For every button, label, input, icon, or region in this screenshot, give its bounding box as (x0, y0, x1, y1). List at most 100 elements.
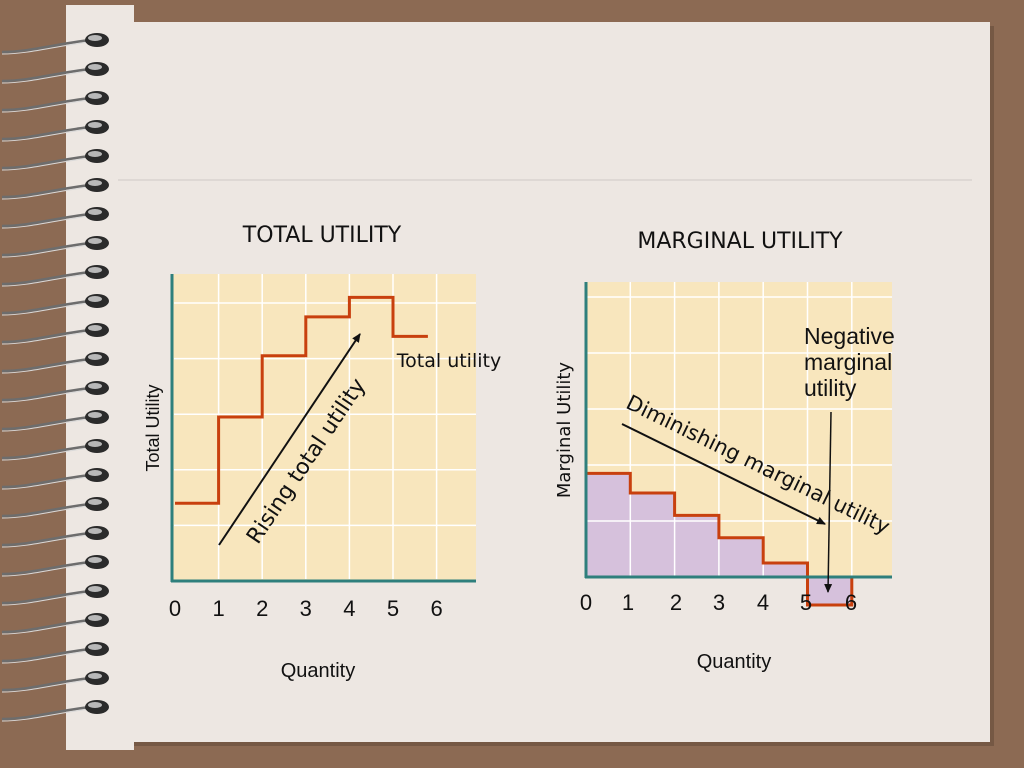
chart-title: MARGINAL UTILITY (637, 229, 843, 254)
spiral-ring (1, 270, 91, 286)
spiral-hole-highlight (88, 615, 102, 621)
x-axis-label: Quantity (697, 651, 771, 673)
spiral-hole-highlight (88, 673, 102, 679)
spiral-ring (1, 125, 91, 141)
spiral-ring-highlight (1, 273, 91, 287)
spiral-ring (1, 154, 91, 170)
spiral-ring (1, 241, 91, 257)
x-tick-label: 5 (800, 590, 812, 615)
spiral-ring-highlight (1, 650, 91, 664)
total-utility-line (175, 295, 428, 505)
marginal-utility-bar (763, 563, 808, 577)
x-tick-label: 4 (343, 596, 355, 621)
spiral-hole-highlight (88, 470, 102, 476)
spiral-hole-highlight (88, 64, 102, 70)
spiral-ring-highlight (1, 157, 91, 171)
spiral-hole-highlight (88, 441, 102, 447)
spiral-ring (1, 560, 91, 576)
spiral-hole-highlight (88, 267, 102, 273)
spiral-ring-highlight (1, 244, 91, 258)
spiral-ring-highlight (1, 331, 91, 345)
x-tick-label: 4 (757, 590, 769, 615)
paper-left-edge (66, 5, 134, 750)
spiral-hole-highlight (88, 122, 102, 128)
spiral-hole-highlight (88, 180, 102, 186)
spiral-ring (1, 502, 91, 518)
spiral-ring-highlight (1, 679, 91, 693)
spiral-hole-highlight (88, 383, 102, 389)
spiral-hole-highlight (88, 586, 102, 592)
annotation-line: marginal (804, 349, 892, 375)
spiral-hole-highlight (88, 325, 102, 331)
spiral-hole-highlight (88, 499, 102, 505)
marginal-utility-outline (586, 471, 854, 607)
rising-arrow (218, 333, 361, 546)
spiral-ring (1, 444, 91, 460)
x-tick-label: 5 (387, 596, 399, 621)
total-utility-chart: TOTAL UTILITY 0 1 2 3 4 5 6 Total Utility Quan… (143, 223, 501, 682)
spiral-ring (1, 96, 91, 112)
spiral-ring-highlight (1, 389, 91, 403)
spiral-ring (1, 328, 91, 344)
spiral-hole-highlight (88, 528, 102, 534)
spiral-hole-highlight (88, 151, 102, 157)
x-tick-labels: 0 1 2 3 4 5 6 (169, 596, 443, 621)
spiral-hole-highlight (88, 209, 102, 215)
bars (586, 473, 852, 605)
spiral-ring (1, 212, 91, 228)
spiral-hole-highlight (88, 644, 102, 650)
spiral-ring-highlight (1, 99, 91, 113)
spiral-ring (1, 183, 91, 199)
spiral-ring (1, 415, 91, 431)
y-axis-label: Total Utility (143, 384, 163, 471)
spiral-ring-highlight (1, 592, 91, 606)
plot-area (173, 274, 476, 580)
marginal-utility-bar (586, 473, 631, 577)
y-axis-label: Marginal Utility (554, 362, 575, 499)
spiral-ring-highlight (1, 215, 91, 229)
spiral-hole-highlight (88, 354, 102, 360)
spiral-ring-highlight (1, 41, 91, 55)
x-tick-label: 6 (845, 590, 857, 615)
spiral-ring-highlight (1, 360, 91, 374)
spiral-ring-highlight (1, 70, 91, 84)
negative-marginal-utility-annotation: Negative marginal utility (804, 323, 895, 401)
x-tick-labels: 0 1 2 3 4 5 6 (580, 590, 857, 615)
x-tick-label: 6 (430, 596, 442, 621)
spiral-ring-highlight (1, 302, 91, 316)
x-tick-label: 1 (212, 596, 224, 621)
x-tick-label: 1 (622, 590, 634, 615)
spiral-hole-highlight (88, 238, 102, 244)
x-tick-label: 2 (670, 590, 682, 615)
spiral-ring (1, 705, 91, 721)
spiral-ring-highlight (1, 476, 91, 490)
spiral-ring (1, 357, 91, 373)
spiral-ring (1, 386, 91, 402)
spiral-ring-highlight (1, 505, 91, 519)
chart-title: TOTAL UTILITY (242, 223, 402, 248)
spiral-ring-highlight (1, 621, 91, 635)
spiral-binding (1, 33, 109, 722)
spiral-ring-highlight (1, 418, 91, 432)
x-tick-label: 0 (580, 590, 592, 615)
spiral-ring-highlight (1, 128, 91, 142)
spiral-ring-highlight (1, 447, 91, 461)
spiral-ring (1, 647, 91, 663)
spiral-hole-highlight (88, 296, 102, 302)
spiral-hole-highlight (88, 35, 102, 41)
total-utility-annotation: Total utility (396, 350, 501, 372)
marginal-utility-bar (630, 493, 675, 577)
spiral-hole-highlight (88, 557, 102, 563)
spiral-ring (1, 676, 91, 692)
negative-arrow (824, 411, 833, 593)
x-axis-label: Quantity (281, 660, 355, 682)
x-tick-label: 0 (169, 596, 181, 621)
marginal-utility-bar (674, 515, 719, 577)
spiral-ring (1, 473, 91, 489)
x-tick-label: 2 (256, 596, 268, 621)
spiral-ring-highlight (1, 534, 91, 548)
annotation-line: utility (804, 375, 857, 401)
spiral-ring (1, 589, 91, 605)
spiral-ring (1, 67, 91, 83)
